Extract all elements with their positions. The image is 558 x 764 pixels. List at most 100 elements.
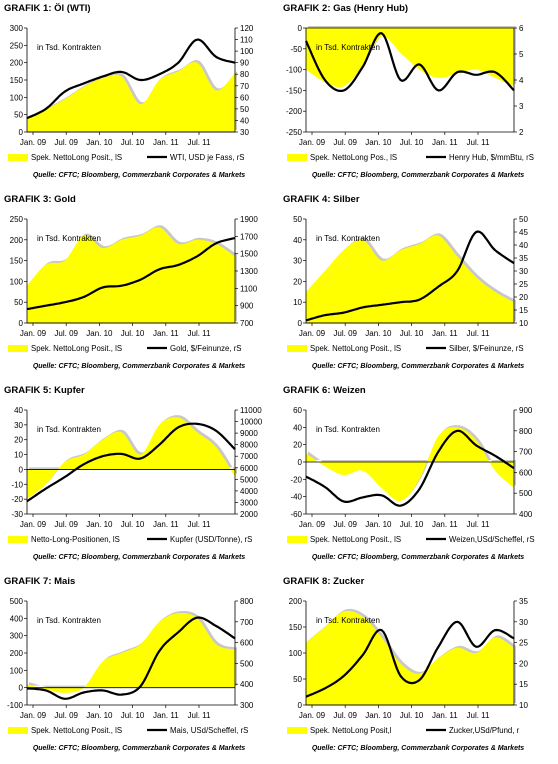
legend-line-label: Henry Hub, $/mmBtu, rS <box>449 153 534 162</box>
legend-area-label: Spek. NettoLong Pos., lS <box>310 153 397 162</box>
x-tick-label: Jul. 11 <box>467 138 491 147</box>
right-tick-label: 120 <box>240 24 254 33</box>
left-tick-label: 40 <box>14 406 23 415</box>
chart-title: GRAFIK 1: Öl (WTI) <box>4 3 91 14</box>
chart-title: GRAFIK 6: Weizen <box>283 385 366 396</box>
right-tick-label: 11000 <box>240 406 262 415</box>
right-tick-label: 35 <box>519 597 528 606</box>
left-tick-label: 0 <box>298 24 303 33</box>
x-tick-label: Jul. 11 <box>467 711 491 720</box>
legend-area-label: Spek. NettoLong Posit., lS <box>31 344 122 353</box>
right-tick-label: 7000 <box>240 452 258 461</box>
series-area <box>306 427 514 502</box>
chart-panel-8: GRAFIK 8: Zucker 200 150 100 50 0 35 30 25 20 15 10… <box>279 573 558 764</box>
left-tick-label: -20 <box>11 495 23 504</box>
series-area <box>27 417 235 500</box>
x-tick-label: Jan. 09 <box>20 329 47 338</box>
unit-label: in Tsd. Kontrakten <box>37 43 101 52</box>
chart-svg: GRAFIK 2: Gas (Henry Hub) 0 -50 -100 -150 -20… <box>283 3 534 179</box>
chart-title: GRAFIK 4: Silber <box>283 194 360 205</box>
right-tick-label: 1300 <box>240 267 258 276</box>
left-tick-label: 200 <box>10 59 24 68</box>
left-tick-label: 150 <box>10 257 24 266</box>
right-tick-label: 6 <box>519 24 524 33</box>
chart-svg: GRAFIK 7: Mais 500 400 300 200 100 0 -100 800 700… <box>4 576 254 752</box>
legend-area-swatch <box>287 154 307 161</box>
x-tick-label: Jul. 10 <box>121 520 145 529</box>
source-note: Quelle: CFTC; Bloomberg, Commerzbank Cor… <box>33 554 245 561</box>
left-tick-label: -50 <box>290 45 302 54</box>
right-tick-label: 45 <box>519 228 528 237</box>
left-tick-label: 0 <box>19 319 24 328</box>
right-tick-label: 25 <box>519 639 528 648</box>
source-note: Quelle: CFTC; Bloomberg, Commerzbank Cor… <box>312 363 524 370</box>
chart-svg: GRAFIK 5: Kupfer 40 30 20 10 0 -10 -20 -30 11000 1… <box>4 385 263 561</box>
right-tick-label: 700 <box>240 319 254 328</box>
right-tick-label: 800 <box>519 427 533 436</box>
right-tick-label: 50 <box>240 105 249 114</box>
legend-line-label: Zucker,USd/Pfund, r <box>449 726 520 735</box>
legend-area-swatch <box>287 536 307 543</box>
left-tick-label: 20 <box>293 441 302 450</box>
source-note: Quelle: CFTC; Bloomberg, Commerzbank Cor… <box>33 172 245 179</box>
source-note: Quelle: CFTC; Bloomberg, Commerzbank Cor… <box>312 745 524 752</box>
unit-label: in Tsd. Kontrakten <box>37 616 101 625</box>
right-tick-label: 30 <box>519 618 528 627</box>
right-tick-label: 1900 <box>240 215 258 224</box>
series-area <box>27 613 235 693</box>
chart-svg: GRAFIK 4: Silber 50 40 30 20 10 0 50 45 40 35 30 25 2… <box>283 194 528 370</box>
right-tick-label: 70 <box>240 82 249 91</box>
right-tick-label: 9000 <box>240 429 258 438</box>
right-tick-label: 5 <box>519 50 524 59</box>
right-tick-label: 5000 <box>240 475 258 484</box>
chart-title: GRAFIK 2: Gas (Henry Hub) <box>283 3 408 14</box>
left-tick-label: -60 <box>290 510 302 519</box>
x-tick-label: Jan. 11 <box>432 520 458 529</box>
left-tick-label: 0 <box>19 128 24 137</box>
right-tick-label: 800 <box>240 597 254 606</box>
x-tick-label: Jul. 11 <box>188 329 212 338</box>
left-tick-label: 100 <box>289 649 303 658</box>
left-tick-label: 30 <box>293 257 302 266</box>
x-tick-label: Jan. 09 <box>20 520 47 529</box>
left-tick-label: -40 <box>290 493 302 502</box>
left-tick-label: -150 <box>286 86 303 95</box>
right-tick-label: 1700 <box>240 232 258 241</box>
x-tick-label: Jan. 09 <box>299 711 326 720</box>
x-tick-label: Jan. 10 <box>86 711 113 720</box>
x-tick-label: Jul. 10 <box>121 329 145 338</box>
legend-area-swatch <box>8 536 28 543</box>
legend-area-label: Netto-Long-Positionen, lS <box>31 535 120 544</box>
x-tick-label: Jul. 11 <box>188 711 212 720</box>
right-tick-label: 80 <box>240 70 249 79</box>
chart-svg: GRAFIK 1: Öl (WTI) 300 250 200 150 100 50 0 120 1… <box>4 3 254 179</box>
legend-line-label: Kupfer (USD/Tonne), rS <box>170 535 252 544</box>
series-line <box>26 237 236 311</box>
right-tick-label: 4 <box>519 76 524 85</box>
unit-label: in Tsd. Kontrakten <box>316 616 380 625</box>
left-tick-label: 50 <box>14 111 23 120</box>
right-tick-label: 90 <box>240 59 249 68</box>
x-tick-label: Jan. 10 <box>86 138 113 147</box>
left-tick-label: -10 <box>11 480 23 489</box>
right-tick-label: 10000 <box>240 418 263 427</box>
x-tick-label: Jan. 10 <box>86 329 113 338</box>
x-tick-label: Jan. 09 <box>299 138 326 147</box>
left-tick-label: 200 <box>10 649 24 658</box>
x-tick-label: Jul. 09 <box>54 329 78 338</box>
source-note: Quelle: CFTC; Bloomberg, Commerzbank Cor… <box>312 554 524 561</box>
chart-panel-3: GRAFIK 3: Gold 250 200 150 100 50 0 1900 1700 150… <box>0 191 279 382</box>
left-tick-label: 200 <box>289 597 303 606</box>
right-tick-label: 15 <box>519 306 528 315</box>
x-tick-label: Jan. 10 <box>365 329 392 338</box>
right-tick-label: 10 <box>519 701 528 710</box>
right-tick-label: 20 <box>519 293 528 302</box>
x-tick-label: Jul. 09 <box>54 138 78 147</box>
left-tick-label: 300 <box>10 632 24 641</box>
x-tick-label: Jul. 11 <box>467 329 491 338</box>
right-tick-label: 2000 <box>240 510 258 519</box>
chart-panel-2: GRAFIK 2: Gas (Henry Hub) 0 -50 -100 -150 -20… <box>279 0 558 191</box>
chart-title: GRAFIK 5: Kupfer <box>4 385 85 396</box>
right-tick-label: 15 <box>519 680 528 689</box>
series-line <box>305 620 515 698</box>
